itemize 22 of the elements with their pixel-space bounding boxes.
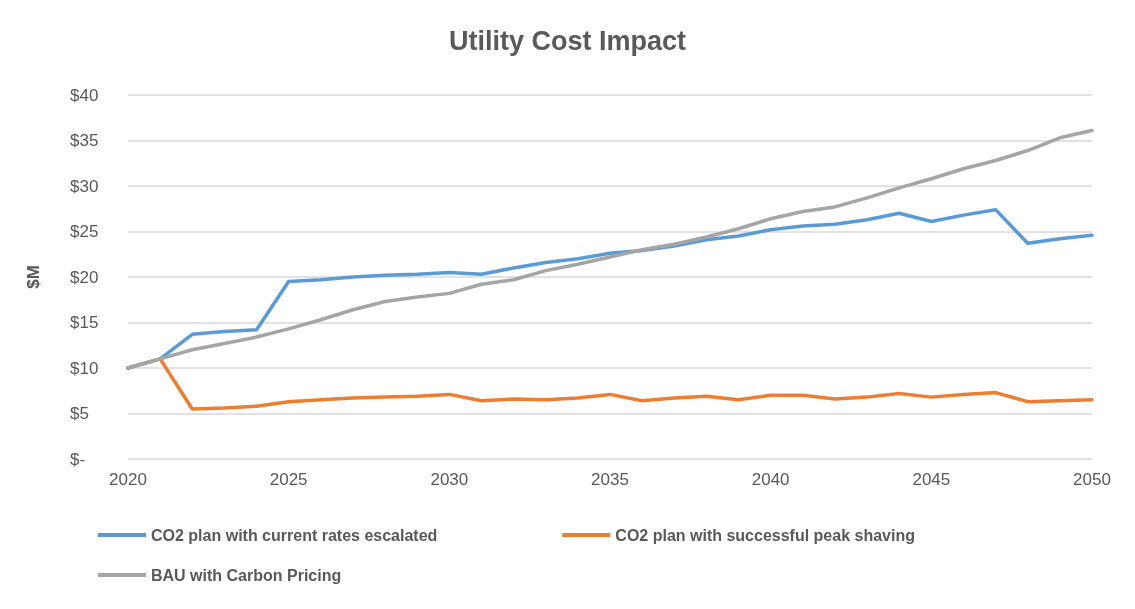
y-tick-label: $35	[70, 131, 99, 150]
y-tick-label: $15	[70, 313, 99, 332]
y-tick-label: $40	[70, 85, 99, 105]
x-tick-label: 2025	[269, 470, 308, 489]
y-tick-label: $25	[70, 222, 99, 241]
x-tick-label: 2040	[751, 470, 790, 489]
x-tick-label: 2045	[912, 470, 951, 489]
y-tick-label: $5	[70, 404, 89, 423]
legend-label: CO2 plan with current rates escalated	[151, 526, 438, 544]
line-series	[126, 128, 1094, 370]
chart-title: Utility Cost Impact	[448, 25, 687, 56]
y-tick-label: $20	[70, 267, 99, 287]
y-tick-label: $10	[70, 358, 99, 378]
y-tick-label: $30	[70, 176, 99, 196]
y-axis-title: $M	[24, 265, 43, 289]
x-tick-label: 2050	[1073, 470, 1111, 489]
legend-label: BAU with Carbon Pricing	[151, 566, 342, 584]
x-tick-label: 2035	[591, 470, 629, 489]
x-tick-label: 2030	[430, 470, 469, 489]
y-tick-label: $-	[70, 449, 86, 469]
legend-label: CO2 plan with successful peak shaving	[615, 526, 915, 544]
x-tick-label: 2020	[109, 470, 147, 489]
